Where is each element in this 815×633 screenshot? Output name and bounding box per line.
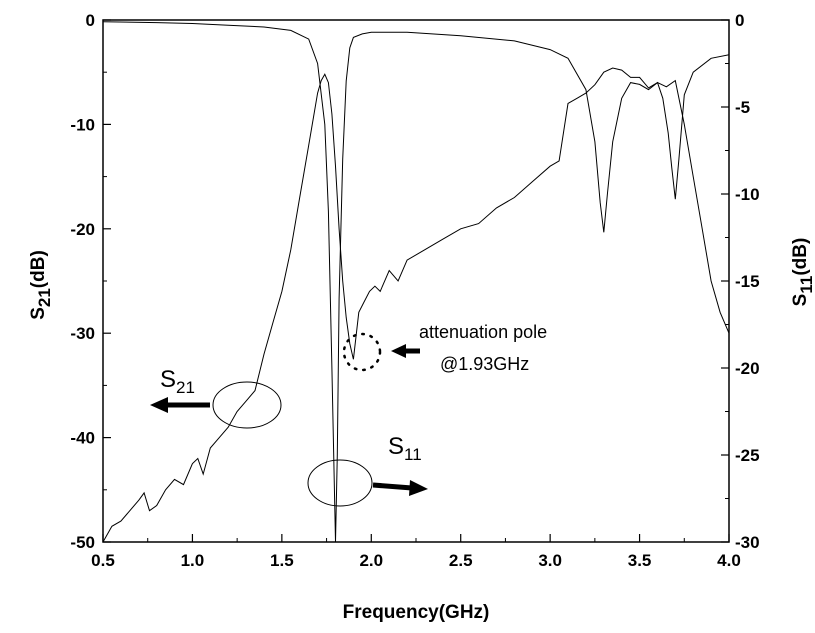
x-axis-title: Frequency(GHz) [343, 602, 490, 623]
s21-annotation-label: S21 [160, 366, 195, 397]
s11-arrowhead [409, 480, 428, 496]
left-tick-label: -40 [70, 429, 95, 448]
pole-arrowhead [391, 344, 406, 358]
s21-marker-ellipse [212, 381, 282, 429]
left-y-ticks: 0 -10 -20 -30 -40 -50 [70, 11, 111, 552]
s11-annotation-label: S11 [388, 433, 422, 464]
s11-arrow-shaft [372, 482, 413, 491]
left-tick-label: -20 [70, 220, 95, 239]
x-tick-label: 3.5 [628, 551, 652, 570]
right-tick-label: -10 [735, 185, 760, 204]
s11-series-line [102, 21, 730, 543]
right-axis-title: S11(dB) [790, 238, 815, 307]
x-ticks: 0.5 1.0 1.5 2.0 2.5 3.0 3.5 4.0 [91, 534, 741, 570]
x-tick-label: 2.5 [449, 551, 473, 570]
x-tick-label: 0.5 [91, 551, 115, 570]
left-tick-label: -10 [70, 115, 95, 134]
left-tick-label: -50 [70, 533, 95, 552]
s21-arrowhead [150, 397, 168, 413]
left-axis-title: S21(dB) [28, 250, 54, 320]
x-tick-label: 2.0 [359, 551, 383, 570]
right-tick-label: -20 [735, 359, 760, 378]
s11-marker-ellipse [307, 459, 373, 507]
right-tick-label: -5 [735, 98, 750, 117]
pole-annotation-line2: @1.93GHz [440, 354, 529, 374]
x-tick-label: 3.0 [538, 551, 562, 570]
pole-annotation-line1: attenuation pole [419, 322, 547, 342]
right-tick-label: 0 [735, 11, 744, 30]
x-tick-label: 4.0 [717, 551, 741, 570]
x-tick-label: 1.5 [270, 551, 294, 570]
s21-series-line [102, 67, 730, 543]
right-tick-label: -15 [735, 272, 760, 291]
left-tick-label: 0 [86, 11, 95, 30]
pole-dotted-circle [342, 332, 382, 372]
right-y-ticks: 0 -5 -10 -15 -20 -25 -30 [721, 11, 760, 552]
right-tick-label: -30 [735, 533, 760, 552]
left-tick-label: -30 [70, 324, 95, 343]
x-tick-label: 1.0 [181, 551, 205, 570]
right-tick-label: -25 [735, 446, 760, 465]
